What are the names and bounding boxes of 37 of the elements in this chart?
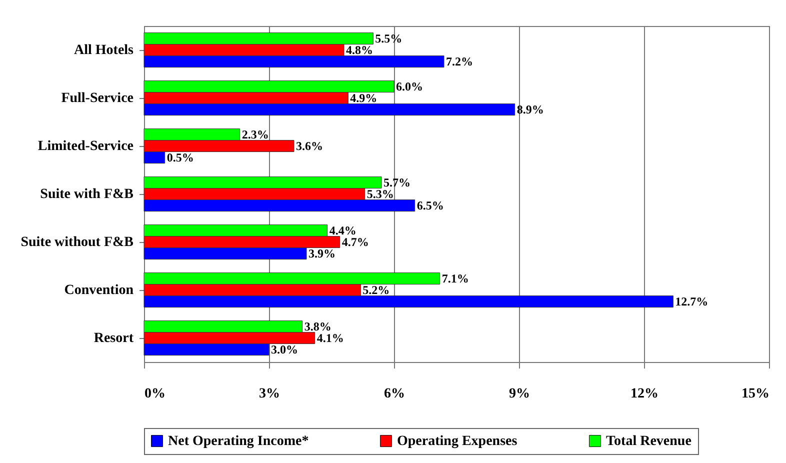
legend-label: Total Revenue [606,434,692,449]
data-label: 4.4% [329,223,356,238]
x-tick-label: 12% [630,386,658,402]
data-label: 4.1% [316,331,344,345]
y-tick-label: Convention [64,283,134,298]
data-label: 7.2% [446,54,473,69]
x-tick-label: 9% [509,386,530,402]
data-label: 5.7% [384,175,410,190]
data-label: 3.0% [271,342,298,357]
x-tick-label: 15% [742,386,770,402]
x-tick-label: 3% [259,386,280,402]
data-label: 5.3% [366,187,394,201]
y-tick-label: Limited-Service [38,139,134,154]
data-label: 6.0% [396,79,423,94]
x-tick-label: 6% [384,386,405,402]
legend-label: Operating Expenses [397,434,518,449]
data-label: 7.1% [442,271,469,286]
data-label: 3.8% [304,319,332,334]
data-label: 2.3% [242,127,269,142]
y-tick-label: Suite without F&B [20,235,134,250]
data-label: 5.2% [362,283,390,297]
data-label: 4.9% [350,91,378,105]
data-label: 3.9% [308,246,336,261]
data-label: 3.6% [296,139,323,153]
y-tick-label: Suite with F&B [40,187,134,202]
data-label: 0.5% [166,150,194,165]
y-tick-label: Resort [94,331,134,346]
data-label: 8.9% [516,102,544,117]
legend-label: Net Operating Income* [168,434,309,449]
data-label: 12.7% [675,294,708,309]
x-tick-label: 0% [144,386,166,402]
data-label: 4.8% [346,43,373,57]
y-tick-label: Full-Service [61,91,134,106]
data-label: 6.5% [416,198,444,213]
y-tick-label: All Hotels [74,43,134,58]
data-label: 5.5% [375,31,402,46]
data-label: 4.7% [342,235,369,249]
